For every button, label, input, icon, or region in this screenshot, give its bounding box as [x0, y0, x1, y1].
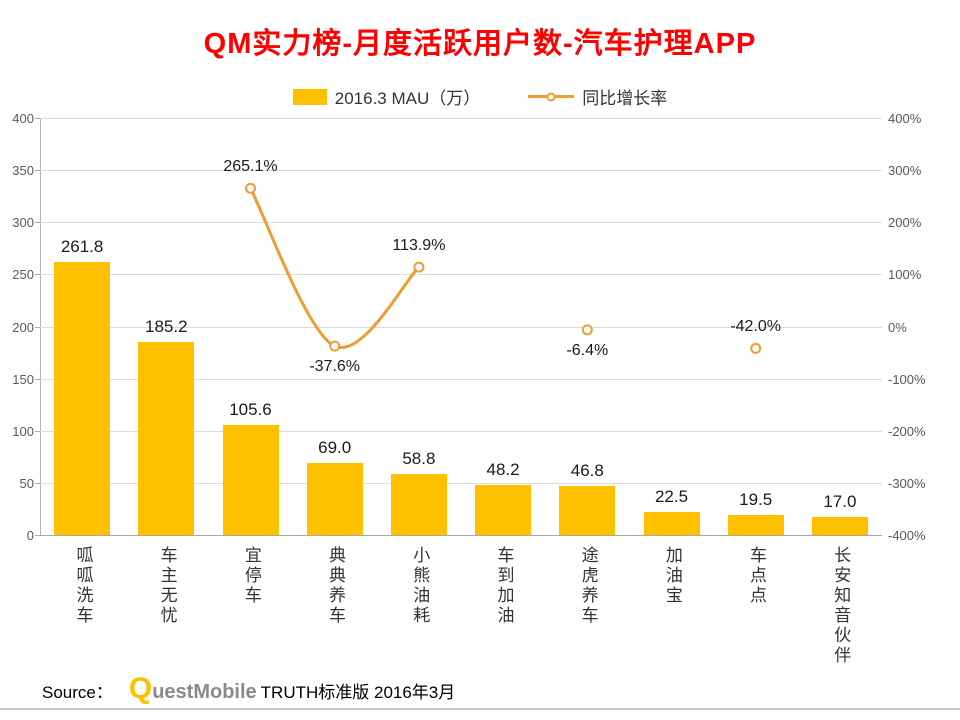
bar-value-label: 19.5 — [739, 489, 773, 509]
category-label-text: 途虎养车 — [578, 546, 598, 626]
right-axis-label: 0% — [888, 319, 907, 335]
grid-line — [40, 378, 882, 380]
left-axis-tick — [35, 378, 40, 380]
category-label-text: 呱呱洗车 — [73, 546, 93, 626]
bar — [643, 511, 700, 535]
right-axis-label: -200% — [888, 423, 926, 439]
bar-value-label: 105.6 — [229, 399, 272, 419]
bar-legend-swatch-icon — [292, 88, 327, 105]
legend-item-bar: 2016.3 MAU（万） — [292, 84, 481, 109]
right-axis-label: -100% — [888, 371, 926, 387]
left-axis-tick — [35, 430, 40, 432]
category-label: 车到加油 — [461, 546, 545, 626]
category-label: 车主无忧 — [124, 546, 208, 626]
bar — [727, 514, 784, 535]
left-axis-label: 100 — [12, 423, 34, 439]
right-axis-label: 100% — [888, 267, 922, 283]
left-axis-tick — [35, 326, 40, 328]
bar-value-label: 185.2 — [145, 316, 188, 336]
right-axis-label: 200% — [888, 215, 922, 231]
left-axis-label: 200 — [12, 319, 34, 335]
right-axis-label: 400% — [888, 111, 922, 126]
bar-value-label: 17.0 — [823, 492, 857, 512]
left-axis-tick — [35, 170, 40, 172]
legend-item-line: 同比增长率 — [528, 84, 667, 109]
line-legend-label: 同比增长率 — [582, 89, 668, 108]
questmobile-logo-text: uestMobile — [152, 681, 257, 703]
category-label-text: 车点点 — [747, 546, 767, 606]
source-text: TRUTH标准版 2016年3月 — [260, 683, 456, 702]
bar-value-label: 46.8 — [570, 461, 604, 481]
bar-value-label: 58.8 — [402, 448, 436, 468]
left-axis-tick — [35, 482, 40, 484]
category-label: 途虎养车 — [545, 546, 629, 626]
left-axis-label: 300 — [12, 215, 34, 231]
growth-point-marker-icon — [750, 342, 762, 354]
grid-line — [40, 326, 882, 328]
chart-title: QM实力榜-月度活跃用户数-汽车护理APP — [203, 28, 757, 60]
bottom-divider — [0, 708, 960, 710]
x-axis-line — [40, 535, 882, 536]
left-axis-label: 250 — [12, 267, 34, 283]
category-label: 长安知音伙伴 — [798, 546, 882, 666]
bar-value-label: 69.0 — [318, 438, 352, 458]
category-label: 加油宝 — [629, 546, 713, 606]
left-axis-label: 0 — [26, 528, 34, 543]
category-label-text: 宜停车 — [241, 546, 261, 606]
category-label-text: 加油宝 — [662, 546, 682, 606]
questmobile-logo-icon: Q — [128, 672, 153, 705]
right-axis-label: -300% — [888, 475, 926, 491]
category-label: 小熊油耗 — [377, 546, 461, 626]
left-axis-label: 400 — [12, 111, 34, 126]
growth-line-path — [249, 187, 420, 350]
category-label-text: 典典养车 — [326, 546, 346, 626]
grid-line — [40, 118, 882, 119]
bar — [138, 341, 195, 535]
bar-value-label: 48.2 — [486, 459, 520, 479]
left-axis-label: 350 — [12, 163, 34, 179]
bar-value-label: 261.8 — [60, 237, 104, 257]
left-axis-tick — [35, 222, 40, 224]
category-label-text: 小熊油耗 — [410, 546, 430, 626]
line-legend-dot-icon — [546, 92, 556, 101]
left-axis-label: 150 — [12, 371, 34, 387]
grid-line — [40, 430, 882, 432]
growth-point-marker-icon — [413, 261, 425, 273]
source-prefix: Source： — [42, 683, 113, 702]
left-axis-tick — [35, 118, 40, 119]
category-label-text: 车主无忧 — [157, 546, 177, 626]
left-axis-label: 50 — [19, 475, 34, 491]
grid-line — [40, 274, 882, 276]
bar — [811, 517, 868, 535]
category-label: 典典养车 — [293, 546, 377, 626]
bar — [54, 262, 111, 535]
right-axis-label: 300% — [888, 163, 922, 179]
bar-legend-label: 2016.3 MAU（万） — [334, 89, 481, 108]
left-axis-tick — [35, 535, 40, 536]
bar — [390, 473, 447, 535]
grid-line — [40, 482, 882, 484]
right-axis-label: -400% — [888, 528, 926, 543]
growth-point-marker-icon — [245, 182, 256, 194]
category-label: 宜停车 — [208, 546, 292, 606]
grid-line — [40, 170, 882, 172]
bar — [306, 463, 363, 535]
category-label-text: 车到加油 — [494, 546, 514, 626]
category-label: 车点点 — [714, 546, 798, 606]
bar — [559, 486, 616, 535]
line-legend-marker-icon — [528, 92, 575, 101]
category-label-text: 长安知音伙伴 — [831, 546, 851, 666]
category-label: 呱呱洗车 — [40, 546, 124, 626]
bar — [222, 424, 279, 535]
bar-value-label: 22.5 — [654, 486, 689, 506]
bar — [475, 484, 532, 535]
source-line: Source： Q uestMobile TRUTH标准版 2016年3月 — [42, 674, 455, 704]
legend: 2016.3 MAU（万） 同比增长率 — [0, 84, 960, 109]
plot-area: 261.8 185.2 105.6 69.0 58.8 48.2 46.8 22.5 19.5 1… — [35, 118, 882, 536]
growth-point-marker-icon — [329, 340, 341, 352]
grid-line — [40, 222, 882, 224]
left-axis-tick — [35, 274, 40, 276]
